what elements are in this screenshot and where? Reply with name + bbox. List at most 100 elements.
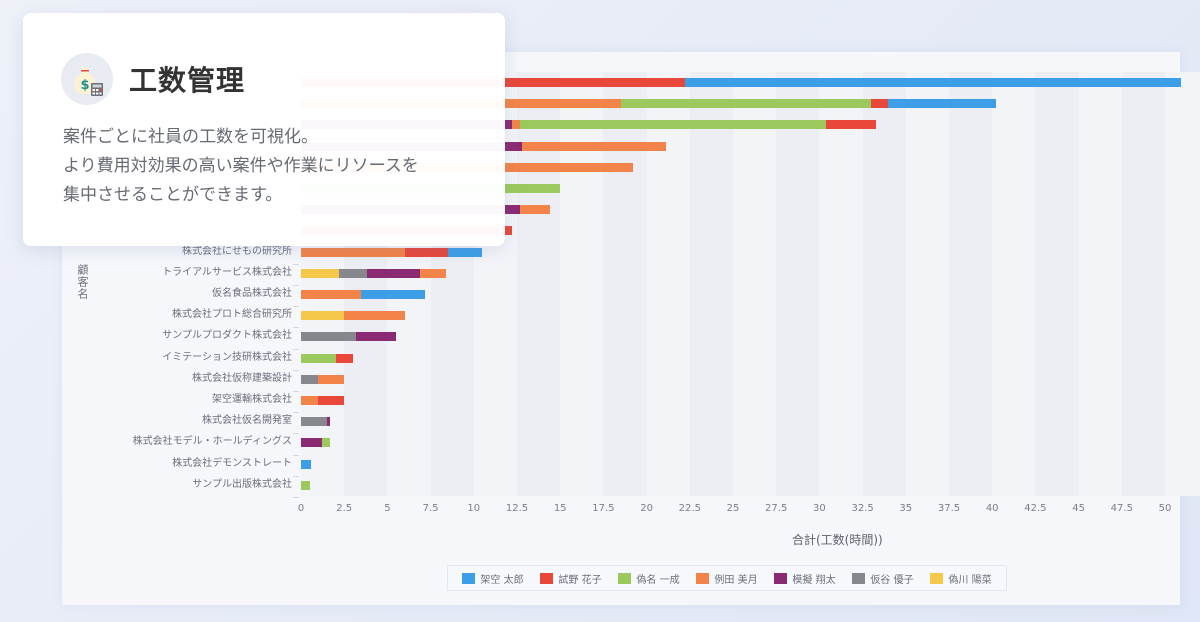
- grid-band: [560, 72, 604, 496]
- y-axis-label: 株式会社にせもの研究所: [182, 245, 292, 257]
- bar-segment[interactable]: [420, 268, 447, 278]
- bar-segment[interactable]: [620, 99, 872, 109]
- bar-segment[interactable]: [339, 268, 367, 278]
- description-line: 集中させることができます。: [63, 185, 283, 205]
- bar-segment[interactable]: [301, 438, 322, 448]
- bar-row[interactable]: [301, 247, 483, 257]
- x-tick-label: 45: [1072, 503, 1085, 514]
- bar-segment[interactable]: [301, 417, 327, 427]
- legend-swatch: [930, 572, 944, 584]
- x-tick-label: 12.5: [505, 503, 529, 514]
- bar-segment[interactable]: [301, 480, 310, 490]
- bar-segment[interactable]: [301, 332, 357, 342]
- legend-item[interactable]: 偽川 陽菜: [930, 571, 992, 586]
- bar-row[interactable]: [301, 438, 331, 448]
- y-tick: [293, 391, 299, 392]
- bar-segment[interactable]: [301, 353, 336, 363]
- grid-band: [1035, 72, 1079, 496]
- grid-band: [1121, 72, 1165, 496]
- bar-row[interactable]: [301, 332, 397, 342]
- bar-segment[interactable]: [356, 332, 397, 342]
- legend-item[interactable]: 架空 太郎: [462, 571, 524, 586]
- grid-band: [905, 72, 949, 496]
- bar-segment[interactable]: [404, 247, 448, 257]
- bar-segment[interactable]: [361, 290, 426, 299]
- y-tick: [293, 327, 299, 329]
- bar-segment[interactable]: [318, 374, 345, 384]
- bar-segment[interactable]: [301, 290, 362, 299]
- y-tick: [293, 285, 299, 286]
- legend-label: 試野 花子: [558, 574, 602, 586]
- x-tick-label: 35: [899, 503, 913, 514]
- y-axis-label: サンプル出版株式会社: [192, 478, 292, 490]
- x-tick-label: 20: [640, 503, 653, 514]
- bar-row[interactable]: [301, 311, 405, 321]
- card-description: 案件ごとに社員の工数を可視化。 より費用対効果の高い案件や作業にリソースを 集中…: [63, 123, 419, 210]
- bar-segment[interactable]: [301, 311, 345, 321]
- bar-row[interactable]: [301, 459, 312, 469]
- x-tick-label: 47.5: [1110, 503, 1133, 514]
- y-axis-label: 株式会社デモンストレート: [172, 457, 292, 469]
- bar-segment[interactable]: [326, 417, 331, 427]
- chart-legend: 架空 太郎 試野 花子 偽名 一成 例田 美月 模擬 翔太 仮谷 優子 偽川 陽菜: [447, 565, 1007, 591]
- bar-segment[interactable]: [301, 396, 319, 405]
- legend-item[interactable]: 模擬 翔太: [774, 571, 836, 586]
- x-tick-label: 40: [985, 503, 999, 514]
- bar-segment[interactable]: [301, 459, 312, 469]
- bar-row[interactable]: [301, 417, 331, 427]
- feature-card: $ 工数管理 案件ごとに社員の工数を可視化。 より費用対効果の高い案件や作業にリ…: [23, 13, 505, 246]
- y-tick: [293, 475, 299, 477]
- legend-item[interactable]: 試野 花子: [540, 571, 602, 586]
- bar-segment[interactable]: [522, 141, 666, 151]
- description-line: より費用対効果の高い案件や作業にリソースを: [63, 156, 419, 176]
- bar-segment[interactable]: [344, 311, 405, 321]
- bar-row[interactable]: [301, 353, 353, 363]
- y-tick: [293, 263, 299, 265]
- legend-swatch: [540, 572, 554, 584]
- bar-row[interactable]: [301, 268, 447, 278]
- legend-item[interactable]: 仮谷 優子: [852, 571, 914, 586]
- y-tick: [293, 369, 299, 371]
- bar-segment[interactable]: [301, 247, 405, 257]
- legend-label: 架空 太郎: [480, 574, 524, 586]
- bar-segment[interactable]: [318, 396, 345, 405]
- bar-segment[interactable]: [366, 268, 421, 278]
- x-tick-label: 0: [297, 503, 305, 514]
- bar-segment[interactable]: [520, 205, 550, 215]
- x-tick-label: 17.5: [592, 503, 615, 514]
- y-axis-title: 顧客名: [76, 264, 89, 300]
- legend-item[interactable]: 例田 美月: [696, 571, 758, 586]
- bar-segment[interactable]: [301, 268, 340, 278]
- description-line: 案件ごとに社員の工数を可視化。: [63, 127, 318, 147]
- bar-segment[interactable]: [520, 120, 827, 130]
- x-tick-label: 32.5: [851, 503, 874, 514]
- legend-label: 偽名 一成: [636, 574, 680, 586]
- x-tick-label: 42.5: [1024, 503, 1047, 514]
- x-tick-label: 2.5: [336, 503, 353, 514]
- bar-row[interactable]: [301, 480, 310, 490]
- legend-item[interactable]: 偽名 一成: [618, 571, 680, 586]
- grid-band: [949, 72, 993, 496]
- x-tick-label: 37.5: [937, 503, 961, 514]
- bar-segment[interactable]: [888, 99, 996, 109]
- bar-segment[interactable]: [511, 120, 521, 130]
- bar-row[interactable]: [301, 396, 345, 405]
- x-tick-label: 50: [1158, 503, 1172, 514]
- x-tick-label: 25: [726, 503, 740, 514]
- x-tick-label: 5: [384, 503, 391, 514]
- bar-row[interactable]: [301, 290, 426, 299]
- bar-segment[interactable]: [684, 78, 1181, 87]
- bar-segment[interactable]: [871, 99, 889, 109]
- bar-segment[interactable]: [301, 374, 319, 384]
- bar-segment[interactable]: [335, 353, 353, 363]
- bar-row[interactable]: [301, 374, 345, 384]
- legend-label: 仮谷 優子: [870, 574, 914, 586]
- y-tick: [293, 497, 299, 498]
- legend-swatch: [774, 572, 788, 584]
- bar-segment[interactable]: [826, 120, 877, 130]
- y-axis-label: 架空運輸株式会社: [212, 394, 292, 405]
- grid-band: [1165, 72, 1200, 496]
- bar-segment[interactable]: [321, 438, 331, 448]
- y-axis-label: 株式会社モデル・ホールディングス: [132, 436, 292, 448]
- bar-segment[interactable]: [447, 247, 483, 257]
